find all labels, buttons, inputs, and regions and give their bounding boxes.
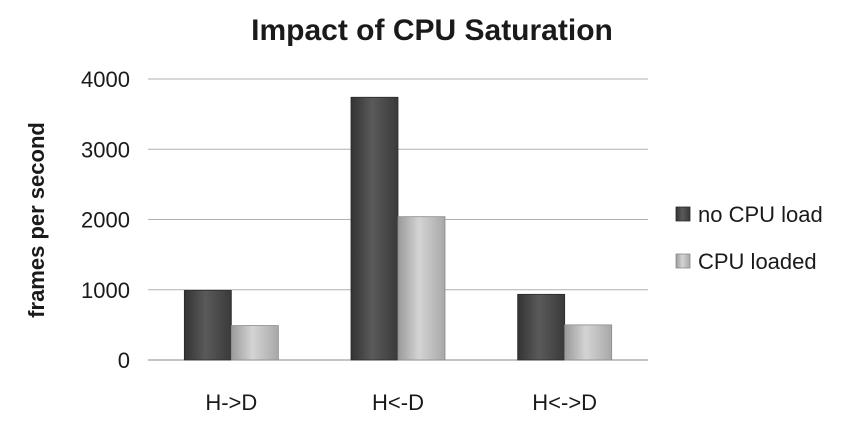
bar-cpu-loaded [564,324,613,361]
legend-label: no CPU load [698,202,823,227]
bar-cpu-loaded [230,325,279,361]
bar-cpu-loaded [397,216,446,361]
x-tick-label: H<-D [372,390,424,415]
legend-label: CPU loaded [698,249,817,274]
y-tick-label: 1000 [81,278,130,303]
y-tick-label: 2000 [81,208,130,233]
legend-swatch [675,253,691,269]
bars [183,96,613,361]
legend-swatch [675,206,691,222]
chart-title: Impact of CPU Saturation [251,14,613,47]
y-axis-ticks: 0 1000 2000 3000 4000 [81,67,130,373]
y-axis-label: frames per second [24,122,49,318]
x-tick-label: H<->D [532,390,597,415]
x-axis-ticks: H->D H<-D H<->D [205,390,597,415]
y-tick-label: 0 [118,348,130,373]
bar-no-cpu-load [350,96,399,361]
bar-no-cpu-load [183,290,232,361]
x-tick-label: H->D [205,390,257,415]
y-tick-label: 4000 [81,67,130,92]
legend: no CPU load CPU loaded [675,202,823,274]
y-tick-label: 3000 [81,137,130,162]
bar-no-cpu-load [517,293,566,361]
